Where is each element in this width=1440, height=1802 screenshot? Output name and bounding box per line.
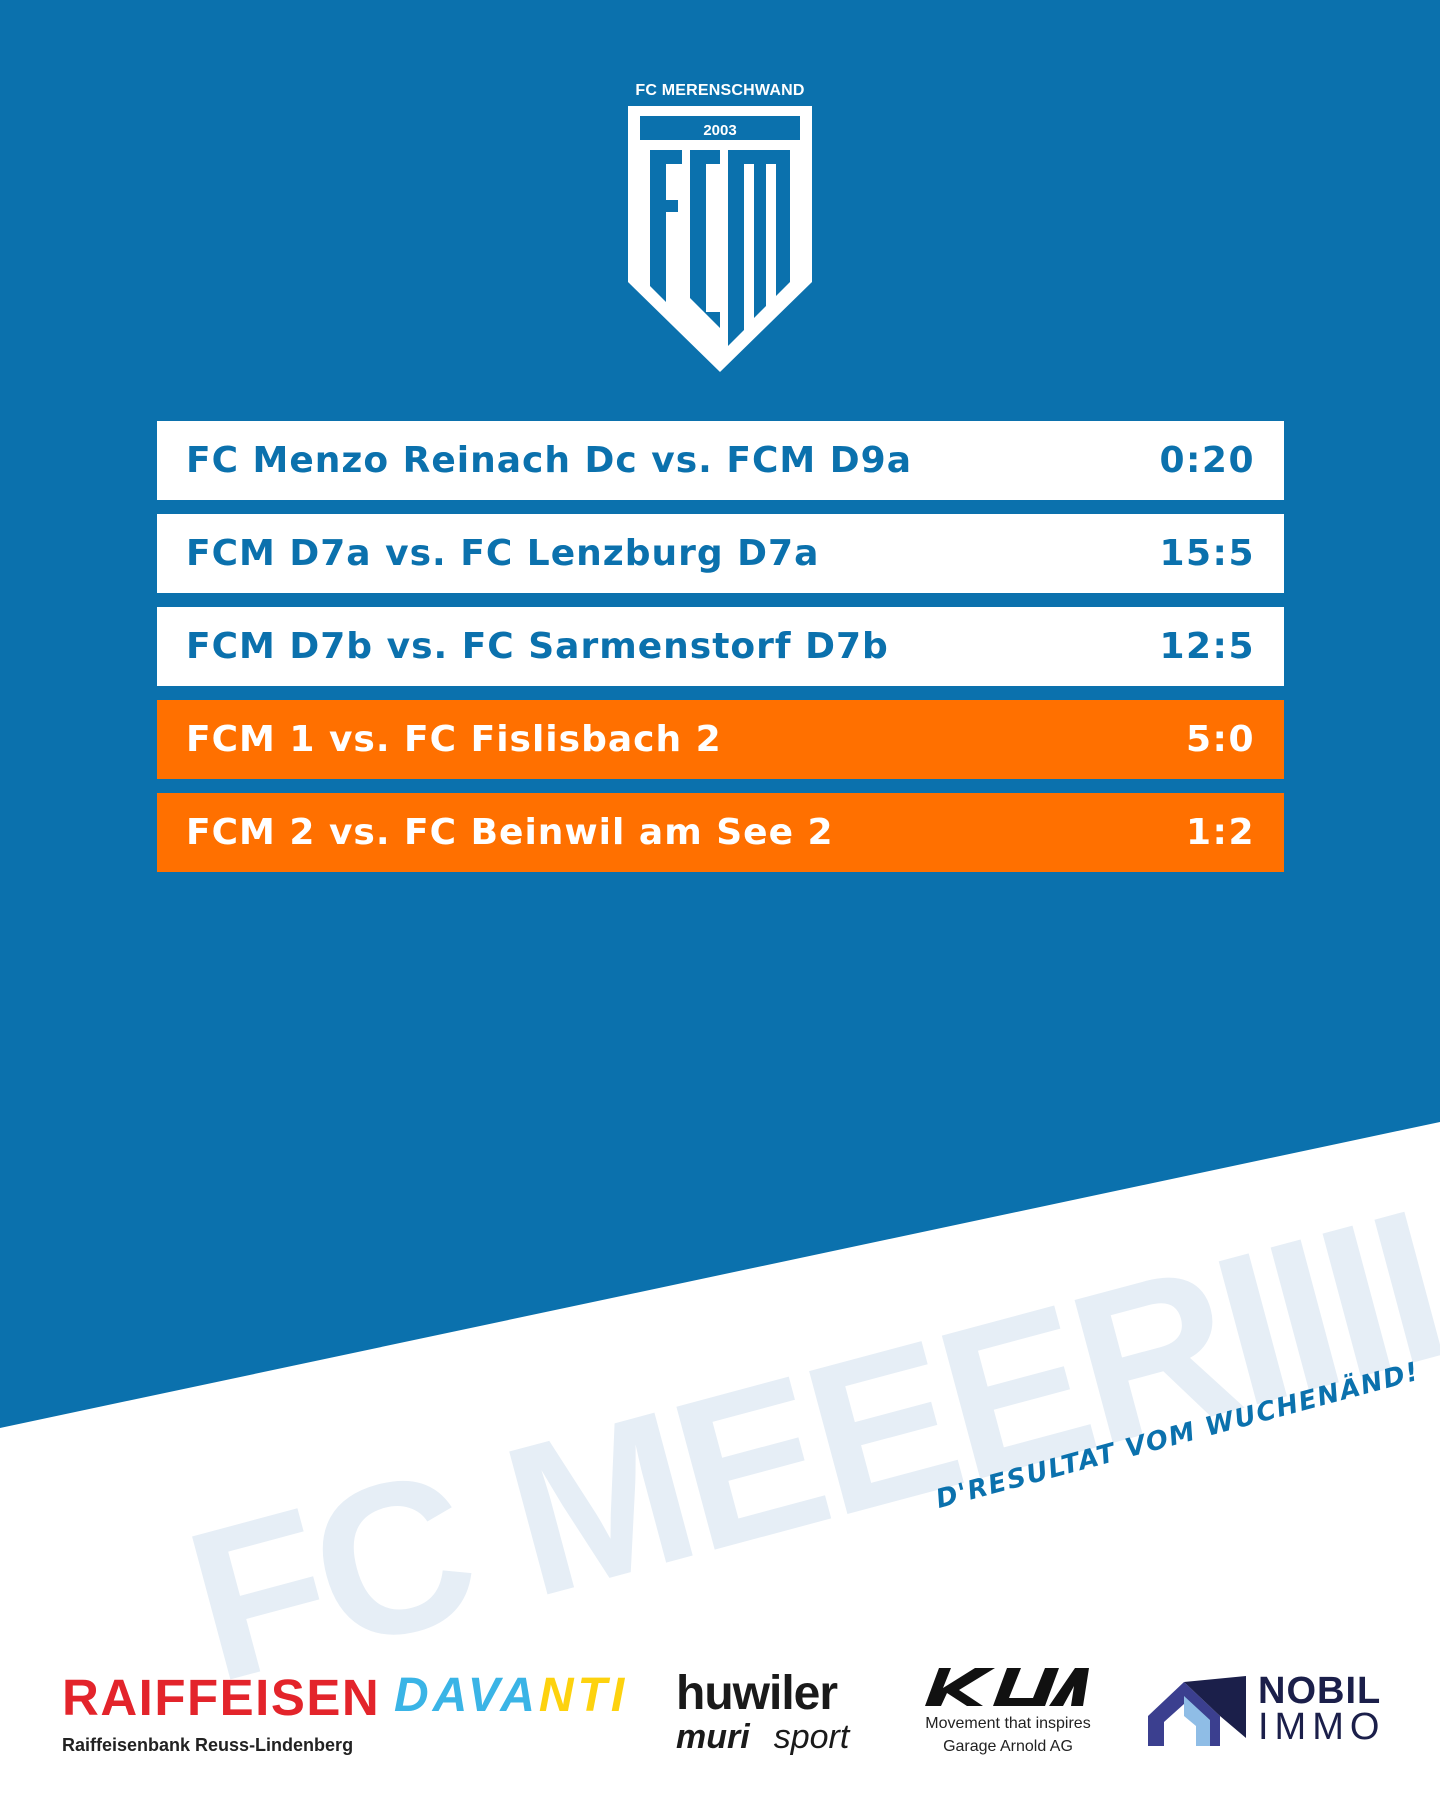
- kia-tagline: Movement that inspires: [925, 1715, 1091, 1732]
- sponsor-huwiler: huwiler muri sport: [676, 1667, 872, 1756]
- match-label: FC Menzo Reinach Dc vs. FCM D9a: [186, 440, 912, 481]
- sponsor-bar: RAIFFEISEN Raiffeisenbank Reuss-Lindenbe…: [0, 1660, 1440, 1780]
- kia-logo-icon: [925, 1668, 1089, 1706]
- raiffeisen-subtitle: Raiffeisenbank Reuss-Lindenberg: [62, 1735, 354, 1755]
- sponsor-kia: Movement that inspires Garage Arnold AG: [920, 1666, 1096, 1758]
- davanti-text-part1: DAVA: [394, 1669, 539, 1722]
- davanti-text-part2: NTI: [538, 1669, 629, 1722]
- result-row: FCM 2 vs. FC Beinwil am See 2 1:2: [157, 793, 1284, 872]
- logo-club-name: FC MERENSCHWAND: [635, 82, 805, 99]
- match-score: 1:2: [1186, 812, 1255, 853]
- sponsor-nobil-immo: NOBIL IMMO: [1148, 1672, 1388, 1762]
- results-list: FC Menzo Reinach Dc vs. FCM D9a 0:20 FCM…: [157, 421, 1284, 886]
- match-label: FCM 1 vs. FC Fislisbach 2: [186, 719, 722, 760]
- kia-dealer: Garage Arnold AG: [943, 1737, 1073, 1755]
- result-row: FC Menzo Reinach Dc vs. FCM D9a 0:20: [157, 421, 1284, 500]
- huwiler-sport: sport: [773, 1718, 850, 1756]
- logo-year: 2003: [703, 122, 736, 139]
- nobil-line2: IMMO: [1258, 1706, 1386, 1748]
- sponsor-raiffeisen: RAIFFEISEN Raiffeisenbank Reuss-Lindenbe…: [62, 1669, 381, 1756]
- result-row: FCM 1 vs. FC Fislisbach 2 5:0: [157, 700, 1284, 779]
- club-logo: FC MERENSCHWAND 2003: [622, 78, 818, 378]
- result-row: FCM D7b vs. FC Sarmenstorf D7b 12:5: [157, 607, 1284, 686]
- nobil-line1: NOBIL: [1258, 1670, 1382, 1712]
- huwiler-muri: muri: [676, 1718, 750, 1756]
- match-label: FCM D7b vs. FC Sarmenstorf D7b: [186, 626, 889, 667]
- house-roof-icon: [1148, 1676, 1246, 1746]
- match-label: FCM 2 vs. FC Beinwil am See 2: [186, 812, 834, 853]
- match-score: 15:5: [1159, 533, 1255, 574]
- match-score: 0:20: [1159, 440, 1255, 481]
- match-label: FCM D7a vs. FC Lenzburg D7a: [186, 533, 820, 574]
- match-score: 5:0: [1186, 719, 1255, 760]
- raiffeisen-logo-text: RAIFFEISEN: [62, 1669, 381, 1726]
- huwiler-name: huwiler: [676, 1667, 838, 1720]
- result-row: FCM D7a vs. FC Lenzburg D7a 15:5: [157, 514, 1284, 593]
- match-score: 12:5: [1159, 626, 1255, 667]
- sponsor-davanti: DAVANTI: [394, 1672, 628, 1720]
- shield-icon: 2003: [628, 106, 812, 372]
